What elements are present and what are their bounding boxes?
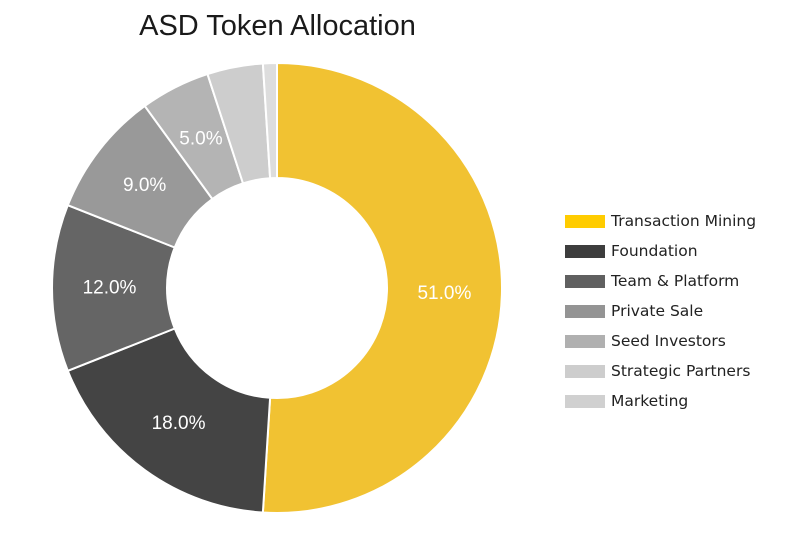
- legend-item-foundation: Foundation: [565, 236, 756, 266]
- legend-item-transaction-mining: Transaction Mining: [565, 206, 756, 236]
- legend-swatch: [565, 244, 605, 258]
- legend-swatch: [565, 274, 605, 288]
- legend-label: Seed Investors: [611, 332, 726, 350]
- slice-label-transaction-mining: 51.0%: [417, 283, 471, 304]
- legend-item-private-sale: Private Sale: [565, 296, 756, 326]
- legend-item-seed-investors: Seed Investors: [565, 326, 756, 356]
- slice-label-private-sale: 9.0%: [123, 175, 166, 196]
- slice-foundation: [66, 327, 272, 514]
- legend-label: Private Sale: [611, 302, 704, 320]
- legend-label: Team & Platform: [611, 272, 740, 290]
- legend-swatch: [565, 334, 605, 348]
- legend-swatch: [565, 304, 605, 318]
- legend-label: Marketing: [611, 392, 689, 410]
- legend-label: Foundation: [611, 242, 698, 260]
- legend-swatch: [565, 394, 605, 408]
- legend-swatch: [565, 364, 605, 378]
- legend-item-strategic-partners: Strategic Partners: [565, 356, 756, 386]
- legend-label: Transaction Mining: [611, 212, 757, 230]
- chart-title: ASD Token Allocation: [139, 10, 416, 42]
- slice-label-foundation: 18.0%: [152, 413, 206, 434]
- legend: Transaction Mining Foundation Team & Platf…: [565, 206, 756, 416]
- slice-label-seed-investors: 5.0%: [179, 128, 222, 149]
- legend-item-team-platform: Team & Platform: [565, 266, 756, 296]
- slice-marketing: [261, 61, 278, 180]
- legend-label: Strategic Partners: [611, 362, 751, 380]
- slice-transaction-mining: [261, 61, 503, 514]
- slice-label-team-platform: 12.0%: [83, 278, 137, 299]
- legend-item-marketing: Marketing: [565, 386, 756, 416]
- legend-swatch: [565, 214, 605, 228]
- donut-chart: 51.0% 18.0% 12.0% 9.0% 5.0%: [51, 61, 503, 514]
